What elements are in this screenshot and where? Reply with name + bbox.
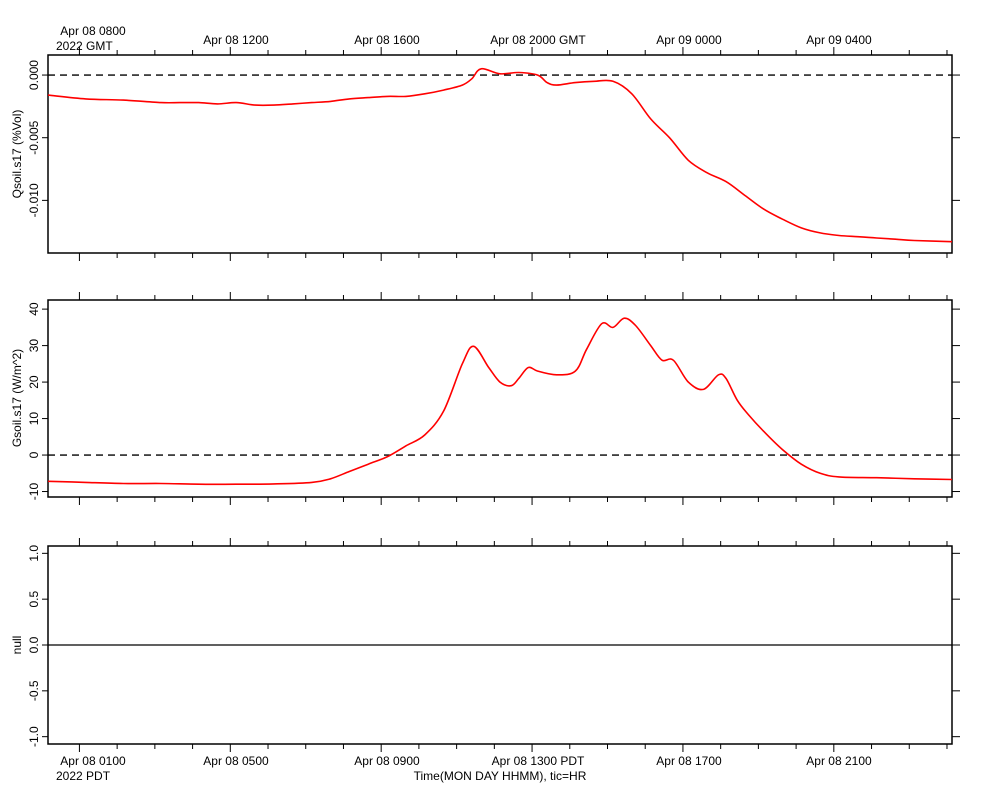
top-tick-label-3: Apr 08 2000 GMT xyxy=(490,33,586,47)
x-ticks xyxy=(78,538,948,752)
x-axis-title: Time(MON DAY HHMM), tic=HR xyxy=(414,769,587,783)
bottom-tick-label-2: Apr 08 0900 xyxy=(354,754,420,768)
y-tick-label: -1.0 xyxy=(27,726,41,747)
y-axis-title: Qsoil.s17 (%Vol) xyxy=(10,110,24,199)
y-tick-label: -0.010 xyxy=(27,183,41,217)
bottom-tick-label-5: Apr 08 2100 xyxy=(806,754,872,768)
y-axis: 0.000 -0.005 -0.010 xyxy=(27,60,960,217)
panel-frame xyxy=(47,299,953,498)
panel-frame xyxy=(47,54,953,254)
y-tick-label: -0.005 xyxy=(27,120,41,154)
y-tick-label: 0.5 xyxy=(27,591,41,608)
y-axis: 1.0 0.5 0.0 -0.5 -1.0 xyxy=(27,545,960,747)
y-tick-label: 20 xyxy=(27,375,41,389)
series-line-gsoil xyxy=(47,317,953,486)
y-axis-title: Gsoil.s17 (W/m^2) xyxy=(10,349,24,447)
bottom-tick-label-3: Apr 08 1300 PDT xyxy=(492,754,585,768)
x-ticks xyxy=(78,292,948,505)
y-axis: 40 30 20 10 0 -10 xyxy=(27,302,960,500)
y-tick-label: 30 xyxy=(27,339,41,353)
bottom-zone-label: 2022 PDT xyxy=(56,769,111,783)
y-tick-label: 0.0 xyxy=(27,636,41,653)
series-line-qsoil xyxy=(47,67,953,243)
bottom-time-axis: Apr 08 0100 2022 PDT Apr 08 0500 Apr 08 … xyxy=(56,754,872,783)
x-ticks xyxy=(78,47,948,261)
y-tick-label: 0 xyxy=(27,451,41,458)
bottom-tick-label-1: Apr 08 0500 xyxy=(203,754,269,768)
panel-gsoil: 40 30 20 10 0 -10 Gsoil.s17 (W/m^2) xyxy=(10,292,960,505)
panel-qsoil: 0.000 -0.005 -0.010 Qsoil.s17 (%Vol) xyxy=(10,47,960,261)
top-time-axis: Apr 08 0800 2022 GMT Apr 08 1200 Apr 08 … xyxy=(56,24,872,53)
top-tick-label-5: Apr 09 0400 xyxy=(806,33,872,47)
y-tick-label: -0.5 xyxy=(27,680,41,701)
bottom-tick-label-0: Apr 08 0100 xyxy=(60,754,126,768)
top-tick-label-4: Apr 09 0000 xyxy=(656,33,722,47)
top-tick-label-0: Apr 08 0800 xyxy=(60,24,126,38)
top-tick-label-2: Apr 08 1600 xyxy=(354,33,420,47)
top-zone-label: 2022 GMT xyxy=(56,39,113,53)
top-tick-label-1: Apr 08 1200 xyxy=(203,33,269,47)
y-axis-title: null xyxy=(10,636,24,655)
y-tick-label: -10 xyxy=(27,483,41,501)
y-tick-label: 10 xyxy=(27,412,41,426)
panel-null: 1.0 0.5 0.0 -0.5 -1.0 null xyxy=(10,538,960,752)
bottom-tick-label-4: Apr 08 1700 xyxy=(656,754,722,768)
y-tick-label: 1.0 xyxy=(27,545,41,562)
y-tick-label: 0.000 xyxy=(27,60,41,90)
y-tick-label: 40 xyxy=(27,302,41,316)
